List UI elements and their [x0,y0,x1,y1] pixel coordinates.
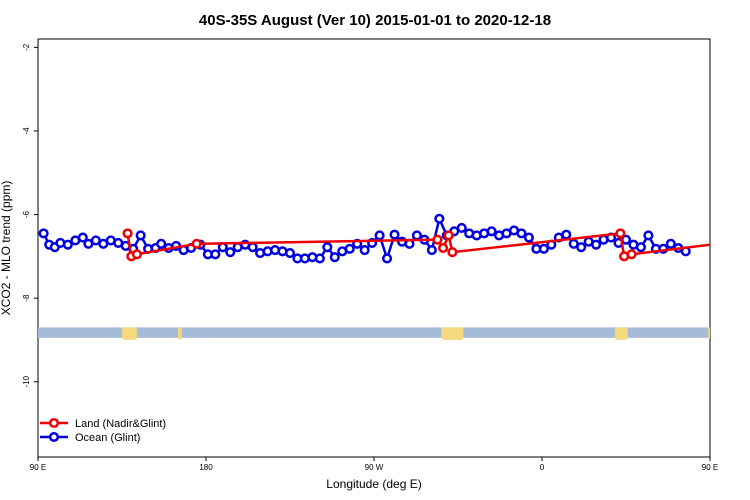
data-point [122,228,133,239]
data-point [77,232,88,243]
data-point [322,242,333,253]
ocean-band [38,327,710,338]
chart-title: 40S-35S August (Ver 10) 2015-01-01 to 20… [199,12,551,29]
data-point [714,240,722,248]
data-point [191,238,202,249]
data-point [432,234,443,245]
series-ocean [38,213,691,264]
data-point [486,226,497,237]
data-point [626,249,637,260]
data-point [434,213,445,224]
land-patch [122,327,137,340]
land-patch [708,327,710,340]
legend-item: Land (Nadir&Glint) [40,417,166,430]
x-tick-label: 90 E [30,463,46,472]
y-tick-label: -6 [22,210,31,218]
data-point [591,239,602,250]
x-tick-label: 90 W [365,463,384,472]
data-point [516,228,527,239]
series-layer [38,213,722,264]
data-point [314,253,325,264]
data-point [131,249,142,260]
y-axis: -2 -4 -6 -8 -10 [22,43,38,388]
legend-label: Ocean (Glint) [75,432,140,444]
data-point [635,242,646,253]
surface-band [38,327,710,340]
data-point [438,242,449,254]
land-patch [441,327,464,340]
data-point [359,245,370,256]
data-point [62,239,73,250]
data-point [284,247,296,259]
legend: Land (Nadir&Glint) Ocean (Glint) [40,417,166,444]
data-point [538,243,549,254]
data-point [426,245,437,256]
land-patch [178,327,182,340]
y-axis-label: XCO2 - MLO trend (ppm) [0,181,13,316]
data-point [135,230,146,241]
data-point [523,232,534,243]
data-point [382,253,393,264]
legend-item: Ocean (Glint) [40,431,140,444]
data-point [210,249,221,260]
y-tick-label: -8 [22,294,31,302]
data-point [561,229,572,240]
data-point [615,228,626,239]
plot-frame [37,38,711,458]
data-point [247,242,258,253]
y-tick-label: -10 [22,375,31,387]
data-point [374,230,385,241]
data-point [38,228,49,239]
data-point [643,230,654,241]
data-point [447,247,458,258]
y-tick-label: -2 [22,43,31,51]
legend-swatch-marker [48,431,60,443]
legend-label: Land (Nadir&Glint) [75,418,166,430]
data-point [443,230,454,241]
legend-swatch-marker [48,417,60,429]
data-point [456,222,467,233]
data-point [156,238,167,249]
data-point [344,243,355,254]
series-land [122,228,722,262]
data-point [576,242,587,253]
data-point [329,252,340,263]
x-axis: 90 E 180 90 W 0 90 E [30,457,718,472]
x-tick-label: 180 [199,463,213,472]
data-point [225,247,236,258]
x-tick-label: 0 [540,463,545,472]
y-tick-label: -4 [22,127,31,135]
data-point [665,238,676,249]
x-tick-label: 90 E [702,463,718,472]
data-point [389,229,400,240]
x-axis-label: Longitude (deg E) [326,477,421,491]
land-patch [614,327,628,340]
